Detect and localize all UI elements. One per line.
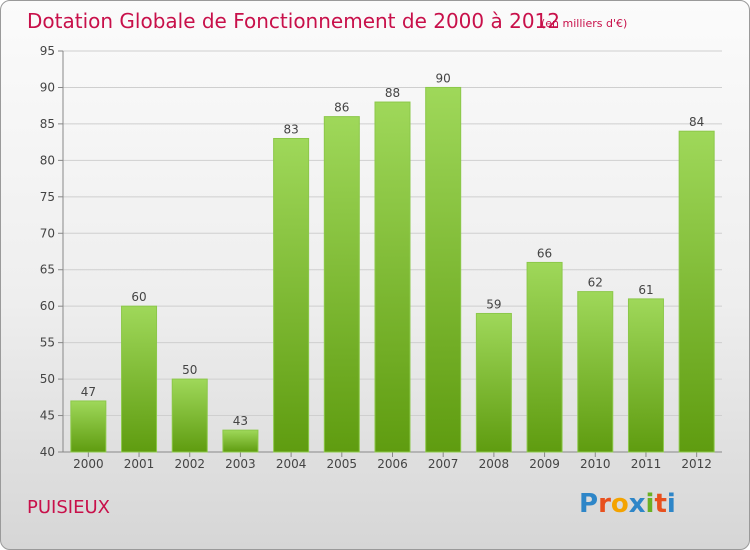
y-tick-label: 95 [40,44,55,58]
y-tick-label: 60 [40,299,55,313]
x-tick-label-2008: 2008 [479,457,510,471]
proxiti-logo[interactable]: Proxiti [579,489,676,519]
y-tick-label: 65 [40,263,55,277]
data-label-2009: 66 [537,246,552,260]
data-label-2001: 60 [131,290,146,304]
bar-2010 [577,291,614,453]
data-label-2003: 43 [233,414,248,428]
logo-letter: i [645,489,655,519]
y-tick-label: 55 [40,336,55,350]
x-tick-label-2006: 2006 [377,457,408,471]
x-tick-label-2007: 2007 [428,457,459,471]
bar-2012 [678,130,715,453]
logo-letter: x [628,489,646,519]
bar-2006 [374,101,411,453]
y-tick-label: 80 [40,153,55,167]
logo-letter: r [598,489,611,519]
x-tick-label-2001: 2001 [124,457,155,471]
y-tick-label: 90 [40,80,55,94]
y-tick-label: 50 [40,372,55,386]
x-tick-label-2011: 2011 [631,457,662,471]
data-label-2000: 47 [81,385,96,399]
bar-2011 [627,298,664,453]
x-tick-label-2004: 2004 [276,457,307,471]
bar-2004 [273,137,310,453]
bar-2009 [526,261,563,453]
place-name: PUISIEUX [27,497,110,518]
bar-2005 [323,116,360,453]
data-label-2002: 50 [182,363,197,377]
chart-subtitle: (en milliers d'€) [541,17,628,30]
y-tick-label: 70 [40,226,55,240]
x-tick-label-2009: 2009 [529,457,560,471]
logo-letter: o [610,489,629,519]
chart-title: Dotation Globale de Fonctionnement de 20… [27,9,560,33]
bar-2001 [121,305,158,453]
x-tick-label-2005: 2005 [327,457,358,471]
y-tick-label: 75 [40,190,55,204]
data-label-2004: 83 [283,122,298,136]
x-tick-label-2010: 2010 [580,457,611,471]
x-tick-label-2000: 2000 [73,457,104,471]
y-tick-label: 40 [40,445,55,459]
data-label-2008: 59 [486,297,501,311]
data-label-2010: 62 [588,276,603,290]
bar-2008 [475,312,512,453]
x-tick-label-2002: 2002 [174,457,205,471]
logo-letter: P [579,489,599,519]
y-tick-label: 85 [40,117,55,131]
bar-2000 [70,400,107,453]
y-tick-label: 45 [40,409,55,423]
bar-2003 [222,429,259,453]
data-label-2006: 88 [385,86,400,100]
logo-letter: t [654,489,667,519]
bar-2002 [171,378,208,453]
x-tick-label-2012: 2012 [681,457,712,471]
data-label-2011: 61 [638,283,653,297]
logo-letter: i [666,489,676,519]
data-label-2005: 86 [334,101,349,115]
x-tick-label-2003: 2003 [225,457,256,471]
data-label-2012: 84 [689,115,704,129]
bar-2007 [425,86,462,453]
data-label-2007: 90 [436,71,451,85]
